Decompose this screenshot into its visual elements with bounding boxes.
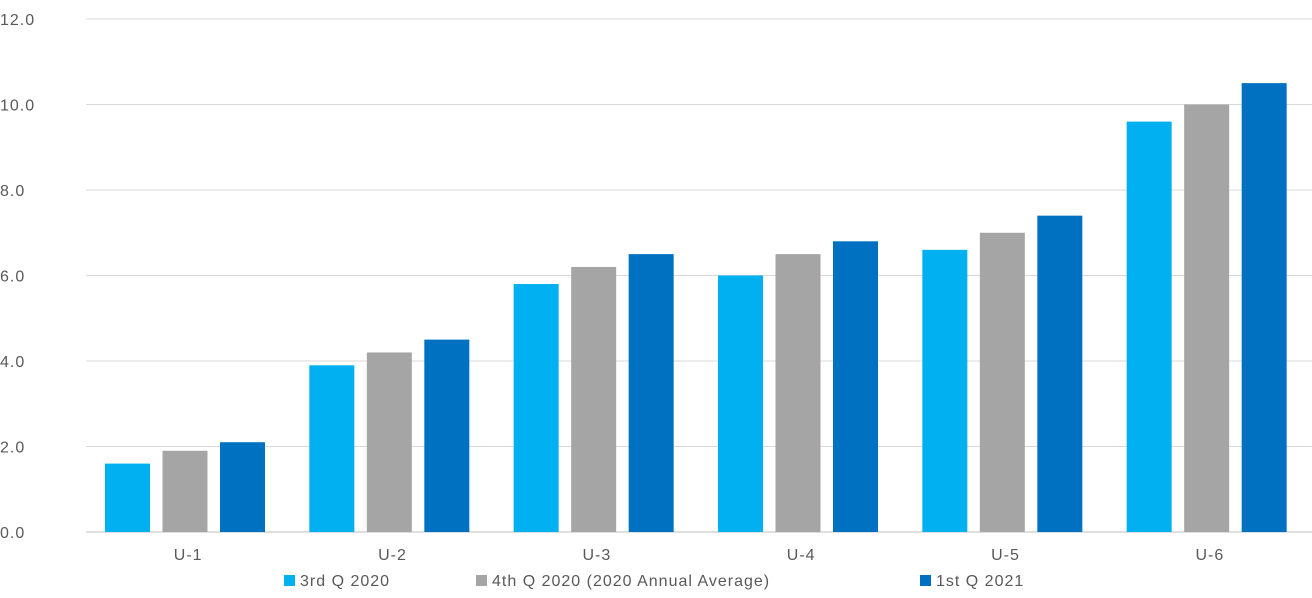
bar-u-5-series-2 bbox=[979, 232, 1025, 532]
legend-swatch bbox=[920, 575, 931, 586]
bar-u-2-series-1 bbox=[309, 365, 355, 532]
legend: 3rd Q 2020 4th Q 2020 (2020 Annual Averag… bbox=[284, 573, 1024, 590]
bar-u-5-series-3 bbox=[1037, 215, 1083, 532]
y-tick-label: 10.0 bbox=[0, 98, 35, 115]
y-tick-label: 6.0 bbox=[0, 269, 25, 286]
bar-u-3-series-3 bbox=[628, 254, 674, 532]
bar-u-3-series-1 bbox=[513, 284, 559, 532]
x-category-label: U-2 bbox=[378, 547, 407, 564]
x-category-label: U-1 bbox=[174, 547, 203, 564]
legend-label: 3rd Q 2020 bbox=[300, 573, 390, 590]
gridlines bbox=[86, 18, 1312, 533]
bar-u-3-series-2 bbox=[571, 266, 617, 532]
x-axis: U-1 U-2 U-3 U-4 U-5 U-6 bbox=[174, 547, 1224, 564]
bar-u-4-series-3 bbox=[833, 241, 878, 533]
bar-u-4-series-1 bbox=[718, 275, 763, 532]
y-tick-label: 8.0 bbox=[0, 183, 25, 200]
bar-u-1-series-2 bbox=[162, 450, 208, 532]
x-category-label: U-5 bbox=[991, 547, 1020, 564]
bar-u-1-series-1 bbox=[105, 463, 150, 532]
bar-u-4-series-2 bbox=[775, 254, 821, 532]
bar-u-6-series-2 bbox=[1184, 104, 1230, 532]
legend-label: 4th Q 2020 (2020 Annual Average) bbox=[492, 573, 770, 590]
legend-swatch bbox=[476, 575, 487, 586]
y-axis-ticks: 0.0 2.0 4.0 6.0 8.0 10.0 12.0 bbox=[0, 12, 35, 542]
x-category-label: U-6 bbox=[1195, 547, 1224, 564]
y-tick-label: 2.0 bbox=[0, 440, 25, 457]
y-tick-label: 4.0 bbox=[0, 354, 25, 371]
bar-u-6-series-3 bbox=[1241, 83, 1287, 532]
legend-swatch bbox=[284, 575, 295, 586]
bar-u-2-series-3 bbox=[424, 339, 470, 532]
bar-u-2-series-2 bbox=[366, 352, 412, 532]
bars bbox=[105, 83, 1287, 533]
x-category-label: U-4 bbox=[787, 547, 816, 564]
bar-u-5-series-1 bbox=[922, 249, 968, 532]
bar-u-6-series-1 bbox=[1126, 121, 1172, 532]
legend-label: 1st Q 2021 bbox=[936, 573, 1024, 590]
x-category-label: U-3 bbox=[582, 547, 611, 564]
bar-u-1-series-3 bbox=[220, 442, 265, 532]
y-tick-label: 12.0 bbox=[0, 12, 35, 29]
y-tick-label: 0.0 bbox=[0, 525, 25, 542]
